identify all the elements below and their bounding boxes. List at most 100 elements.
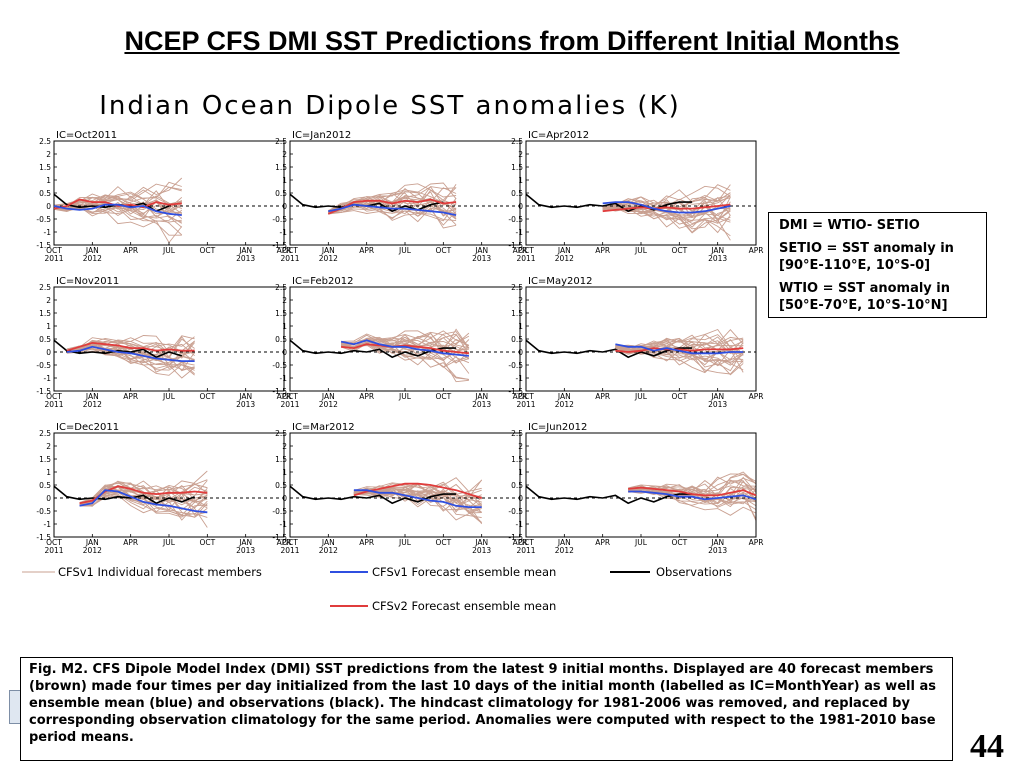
x-tick-label: OCT [435,246,451,255]
cfsv2-mean-line [602,203,731,213]
y-tick-label: 2.5 [275,429,287,438]
panel-label: IC=Mar2012 [292,422,355,433]
y-tick-label: 0.5 [275,335,287,344]
member-line [328,184,457,212]
y-tick-label: 1 [282,322,287,331]
x-tick-year: 2012 [319,254,338,263]
observations-line [53,485,195,505]
y-tick-label: -1 [44,520,52,529]
x-tick-label: APR [277,392,292,401]
y-tick-label: 1.5 [275,163,287,172]
x-tick-label: APR [359,246,374,255]
y-tick-label: 2 [282,296,287,305]
y-tick-label: 2 [282,442,287,451]
x-tick-label: OCT [199,538,215,547]
y-tick-label: 0 [282,202,287,211]
observations-line [525,339,693,359]
x-tick-year: 2012 [555,546,574,555]
y-tick-label: 2 [518,150,523,159]
y-tick-label: 2.5 [275,137,287,146]
x-tick-label: JAN [557,246,571,255]
x-tick-label: OCT [282,392,298,401]
member-lines [66,335,195,379]
member-line [628,487,757,507]
member-line [615,334,744,349]
member-line [53,206,183,222]
x-tick-year: 2011 [516,254,535,263]
x-tick-label: OCT [199,392,215,401]
y-tick-label: -1 [516,374,524,383]
x-tick-label: APR [595,392,610,401]
observations-line [53,339,183,359]
y-tick-label: -1.5 [36,533,51,542]
x-tick-label: APR [513,246,528,255]
cfsv1-mean-line [602,201,731,214]
member-line [341,331,470,349]
y-tick-label: -1 [516,520,524,529]
x-tick-label: APR [595,246,610,255]
legend-label: CFSv1 Individual forecast members [58,565,262,579]
y-tick-label: 2.5 [511,429,523,438]
x-tick-label: JAN [710,392,724,401]
legend-item: CFSv1 Individual forecast members [22,565,262,579]
x-tick-label: JAN [321,538,335,547]
member-line [79,495,208,518]
y-tick-label: 2.5 [511,137,523,146]
x-tick-label: JUL [398,246,412,255]
y-tick-label: 1 [518,468,523,477]
member-line [66,348,195,376]
x-tick-label: APR [277,538,292,547]
x-tick-label: OCT [282,246,298,255]
x-tick-label: APR [749,538,764,547]
y-tick-label: 2 [46,296,51,305]
x-tick-year: 2013 [472,254,491,263]
member-lines [53,177,183,244]
y-tick-label: 0 [46,202,51,211]
member-line [328,195,457,222]
member-line [53,183,182,208]
x-tick-year: 2013 [236,254,255,263]
x-tick-label: OCT [199,246,215,255]
x-tick-label: JUL [162,538,176,547]
chart-legend: CFSv1 Individual forecast members CFSv1 F… [22,565,732,613]
y-tick-label: -0.5 [508,215,523,224]
panel-frame [289,432,521,538]
x-tick-year: 2012 [83,546,102,555]
y-tick-label: -1.5 [508,533,523,542]
x-tick-label: OCT [518,392,534,401]
y-tick-label: 1 [518,176,523,185]
y-tick-label: 2.5 [511,283,523,292]
x-tick-label: APR [749,392,764,401]
y-tick-label: -1 [280,374,288,383]
y-tick-label: 1.5 [39,163,51,172]
x-tick-label: APR [123,538,138,547]
x-tick-label: OCT [518,246,534,255]
x-tick-label: JUL [162,392,176,401]
member-line [53,201,183,218]
y-tick-label: -0.5 [508,507,523,516]
observations-line [525,485,693,505]
y-tick-label: -1 [280,520,288,529]
member-line [628,489,757,506]
x-tick-label: JAN [321,392,335,401]
x-tick-label: OCT [435,538,451,547]
x-tick-year: 2011 [516,546,535,555]
y-tick-label: -0.5 [272,507,287,516]
y-tick-label: 0.5 [39,189,51,198]
x-tick-label: OCT [671,246,687,255]
x-tick-label: JAN [474,538,488,547]
y-tick-label: 0 [518,494,523,503]
x-tick-label: JAN [710,538,724,547]
y-tick-label: -1.5 [508,241,523,250]
cfsv1-mean-line [628,490,757,501]
cfsv1-mean-line [340,339,469,357]
y-tick-label: 1 [518,322,523,331]
cfsv2-mean-line [353,482,482,499]
page-number: 44 [970,728,1004,765]
member-line [628,485,757,504]
y-tick-label: -0.5 [272,215,287,224]
